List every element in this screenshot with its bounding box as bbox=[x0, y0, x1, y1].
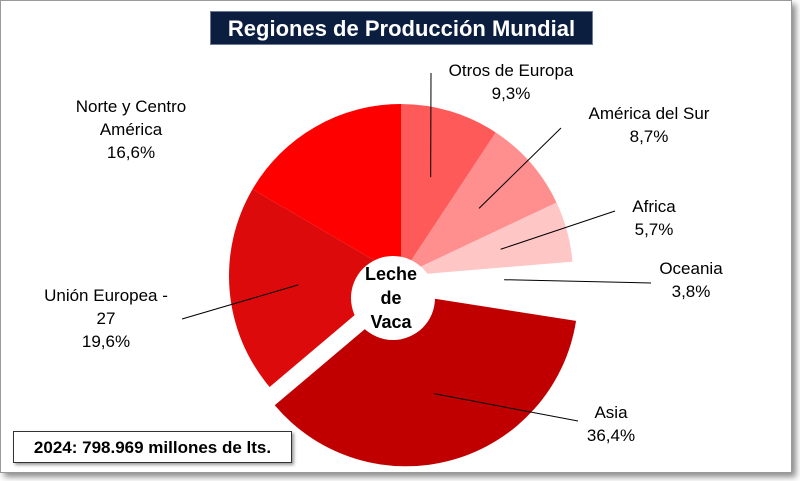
slice-name-2-0: Africa bbox=[632, 197, 676, 216]
pie-slice-3 bbox=[401, 261, 573, 303]
slice-value-1: 8,7% bbox=[630, 127, 669, 146]
slice-name-5-1: 27 bbox=[97, 309, 116, 328]
center-label-3: Vaca bbox=[370, 312, 412, 332]
slice-value-6: 16,6% bbox=[107, 143, 155, 162]
slice-name-1-0: América del Sur bbox=[589, 104, 710, 123]
pie-slice-5 bbox=[228, 189, 401, 387]
chart-title: Regiones de Producción Mundial bbox=[210, 11, 593, 45]
pie-chart: Otros de Europa 9,3% América del Sur 8,7% Af… bbox=[44, 61, 723, 467]
center-label-2: de bbox=[380, 288, 401, 308]
slice-name-0-0: Otros de Europa bbox=[449, 61, 574, 80]
pie-slice-2 bbox=[401, 202, 573, 276]
slice-value-5: 19,6% bbox=[82, 332, 130, 351]
slice-value-3: 3,8% bbox=[672, 282, 711, 301]
leader-line-4 bbox=[433, 393, 579, 422]
leader-line-1 bbox=[478, 127, 562, 209]
leader-line-3 bbox=[504, 279, 652, 284]
slice-name-3-0: Oceania bbox=[659, 259, 723, 278]
chart-frame: Otros de Europa 9,3% América del Sur 8,7% Af… bbox=[0, 0, 792, 473]
pie-slice-4 bbox=[274, 294, 577, 467]
slice-name-5-0: Unión Europea - bbox=[44, 286, 168, 305]
pie-slice-6 bbox=[252, 104, 401, 276]
slice-name-6-0: Norte y Centro bbox=[76, 97, 187, 116]
pie-slice-0 bbox=[401, 104, 496, 276]
slice-value-4: 36,4% bbox=[587, 426, 635, 445]
slice-value-2: 5,7% bbox=[635, 220, 674, 239]
center-hole bbox=[351, 256, 435, 340]
slice-name-6-1: América bbox=[100, 120, 163, 139]
center-label-1: Leche bbox=[365, 264, 417, 284]
total-production-note: 2024: 798.969 millones de lts. bbox=[13, 431, 292, 463]
leader-line-2 bbox=[500, 210, 616, 250]
leader-line-5 bbox=[181, 284, 299, 320]
slice-name-4-0: Asia bbox=[594, 403, 628, 422]
slice-value-0: 9,3% bbox=[492, 84, 531, 103]
pie-slice-1 bbox=[401, 132, 557, 276]
